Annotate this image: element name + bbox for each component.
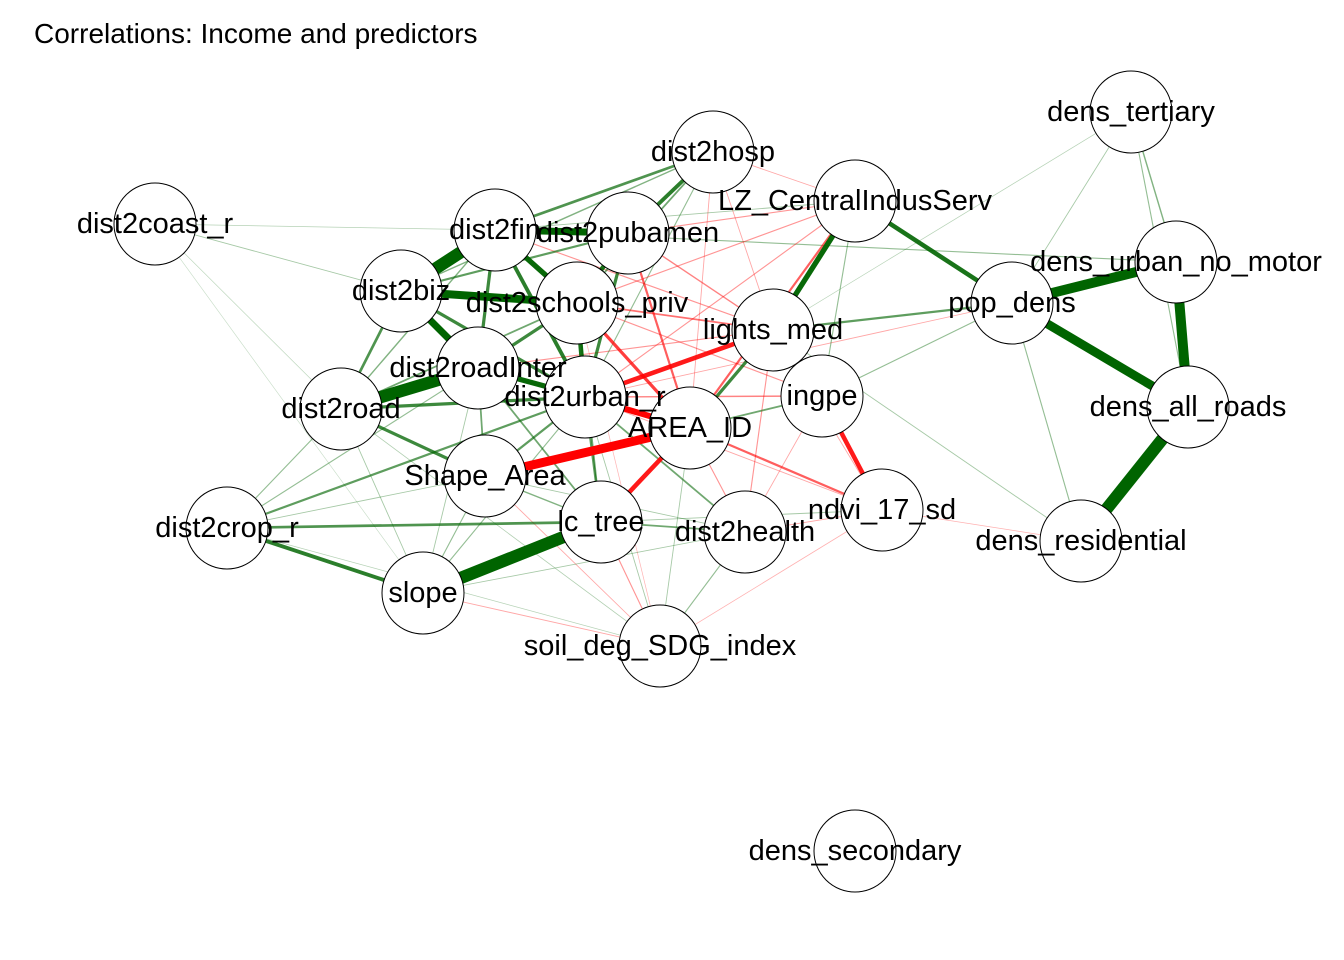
edge-dens-tertiary-lights-med (772, 111, 1132, 331)
edge-soil-deg-sdg-index-ndvi-17-sd (659, 509, 883, 647)
node-dist2coast-r (113, 182, 197, 266)
node-dist2urban-r (543, 355, 627, 439)
node-label-ingpe: ingpe (787, 380, 858, 412)
edge-dist2hosp-dist2urban-r (584, 151, 714, 398)
edge-lz-centralindusserv-dist2urban-r (584, 200, 856, 398)
node-lz-centralindusserv (813, 159, 897, 243)
edge-dist2schools-priv-ingpe (576, 302, 823, 397)
node-label-dist2health: dist2health (675, 516, 815, 548)
node-label-dist2urban-r: dist2urban_r (504, 381, 666, 413)
node-label-dist2coast-r: dist2coast_r (77, 208, 234, 240)
edge-dist2hosp-area-id (689, 151, 714, 429)
node-dist2roadinter (436, 326, 520, 410)
node-dens-urban-no-motor (1134, 220, 1218, 304)
edge-layer (154, 111, 1193, 647)
node-soil-deg-sdg-index (618, 604, 702, 688)
node-label-dens-all-roads: dens_all_roads (1090, 391, 1287, 423)
node-label-dist2biz: dist2biz (352, 275, 450, 307)
edge-ndvi-17-sd-dist2urban-r (584, 396, 883, 511)
node-label-area-id: AREA_ID (628, 412, 752, 444)
edge-dist2coast-r-dist2fin (154, 223, 496, 231)
node-label-dens-residential: dens_residential (975, 525, 1186, 557)
node-label-dist2hosp: dist2hosp (651, 136, 775, 168)
edge-dist2coast-r-dist2road (154, 223, 342, 410)
node-dens-secondary (813, 809, 897, 893)
node-lights-med (731, 288, 815, 372)
edge-shape-area-dist2crop-r (226, 475, 486, 529)
node-label-lights-med: lights_med (703, 314, 843, 346)
node-label-dist2pubamen: dist2pubamen (537, 217, 719, 249)
node-area-id (648, 386, 732, 470)
node-dist2health (703, 490, 787, 574)
node-label-ndvi-17-sd: ndvi_17_sd (808, 494, 956, 526)
node-label-shape-area: Shape_Area (404, 460, 566, 492)
node-dens-tertiary (1089, 70, 1173, 154)
edge-dist2coast-r-dist2biz (154, 223, 402, 292)
edge-soil-deg-sdg-index-dist2road (340, 408, 661, 647)
edge-lz-centralindusserv-dist2schools-priv (576, 200, 856, 304)
node-label-dist2roadinter: dist2roadInter (389, 352, 567, 384)
node-dens-residential (1039, 499, 1123, 583)
edge-dist2crop-r-dist2urban-r (226, 395, 586, 530)
node-layer: dist2coast_r dist2hosp LZ_CentralIndusServ… (77, 70, 1322, 893)
node-pop-dens (970, 261, 1054, 345)
node-label-dens-tertiary: dens_tertiary (1047, 96, 1215, 128)
chart-title: Correlations: Income and predictors (34, 18, 478, 49)
edge-dist2coast-r-slope (154, 223, 424, 594)
node-shape-area (443, 434, 527, 518)
node-label-soil-deg-sdg-index: soil_deg_SDG_index (524, 630, 797, 662)
node-label-dens-urban-no-motor: dens_urban_no_motor (1030, 246, 1322, 278)
node-dist2crop-r (185, 486, 269, 570)
node-dist2pubamen (586, 191, 670, 275)
node-label-lz-centralindusserv: LZ_CentralIndusServ (718, 185, 993, 217)
node-label-dens-secondary: dens_secondary (749, 835, 962, 867)
edge-dist2fin-lz-centralindusserv (494, 200, 856, 231)
node-label-dist2crop-r: dist2crop_r (155, 512, 299, 544)
edge-dist2fin-lights-med (494, 229, 774, 331)
node-label-pop-dens: pop_dens (948, 287, 1075, 319)
edge-dist2crop-r-lc-tree (226, 520, 602, 530)
node-lc-tree (559, 480, 643, 564)
edge-slope-dist2health (422, 531, 746, 594)
edge-dist2roadinter-lights-med (477, 329, 774, 369)
node-dens-all-roads (1146, 365, 1230, 449)
node-dist2road (299, 367, 383, 451)
node-label-dist2fin: dist2fin (449, 214, 541, 246)
node-dist2hosp (671, 110, 755, 194)
node-dist2fin (453, 188, 537, 272)
node-label-lc-tree: lc_tree (557, 506, 644, 538)
node-label-dist2schools-priv: dist2schools_priv (466, 287, 689, 319)
edge-dist2hosp-dist2biz (400, 151, 714, 292)
node-label-dist2road: dist2road (281, 393, 400, 425)
node-ndvi-17-sd (840, 468, 924, 552)
node-slope (381, 551, 465, 635)
node-ingpe (780, 354, 864, 438)
node-dist2biz (359, 249, 443, 333)
node-dist2schools-priv (535, 261, 619, 345)
node-label-slope: slope (388, 577, 457, 609)
